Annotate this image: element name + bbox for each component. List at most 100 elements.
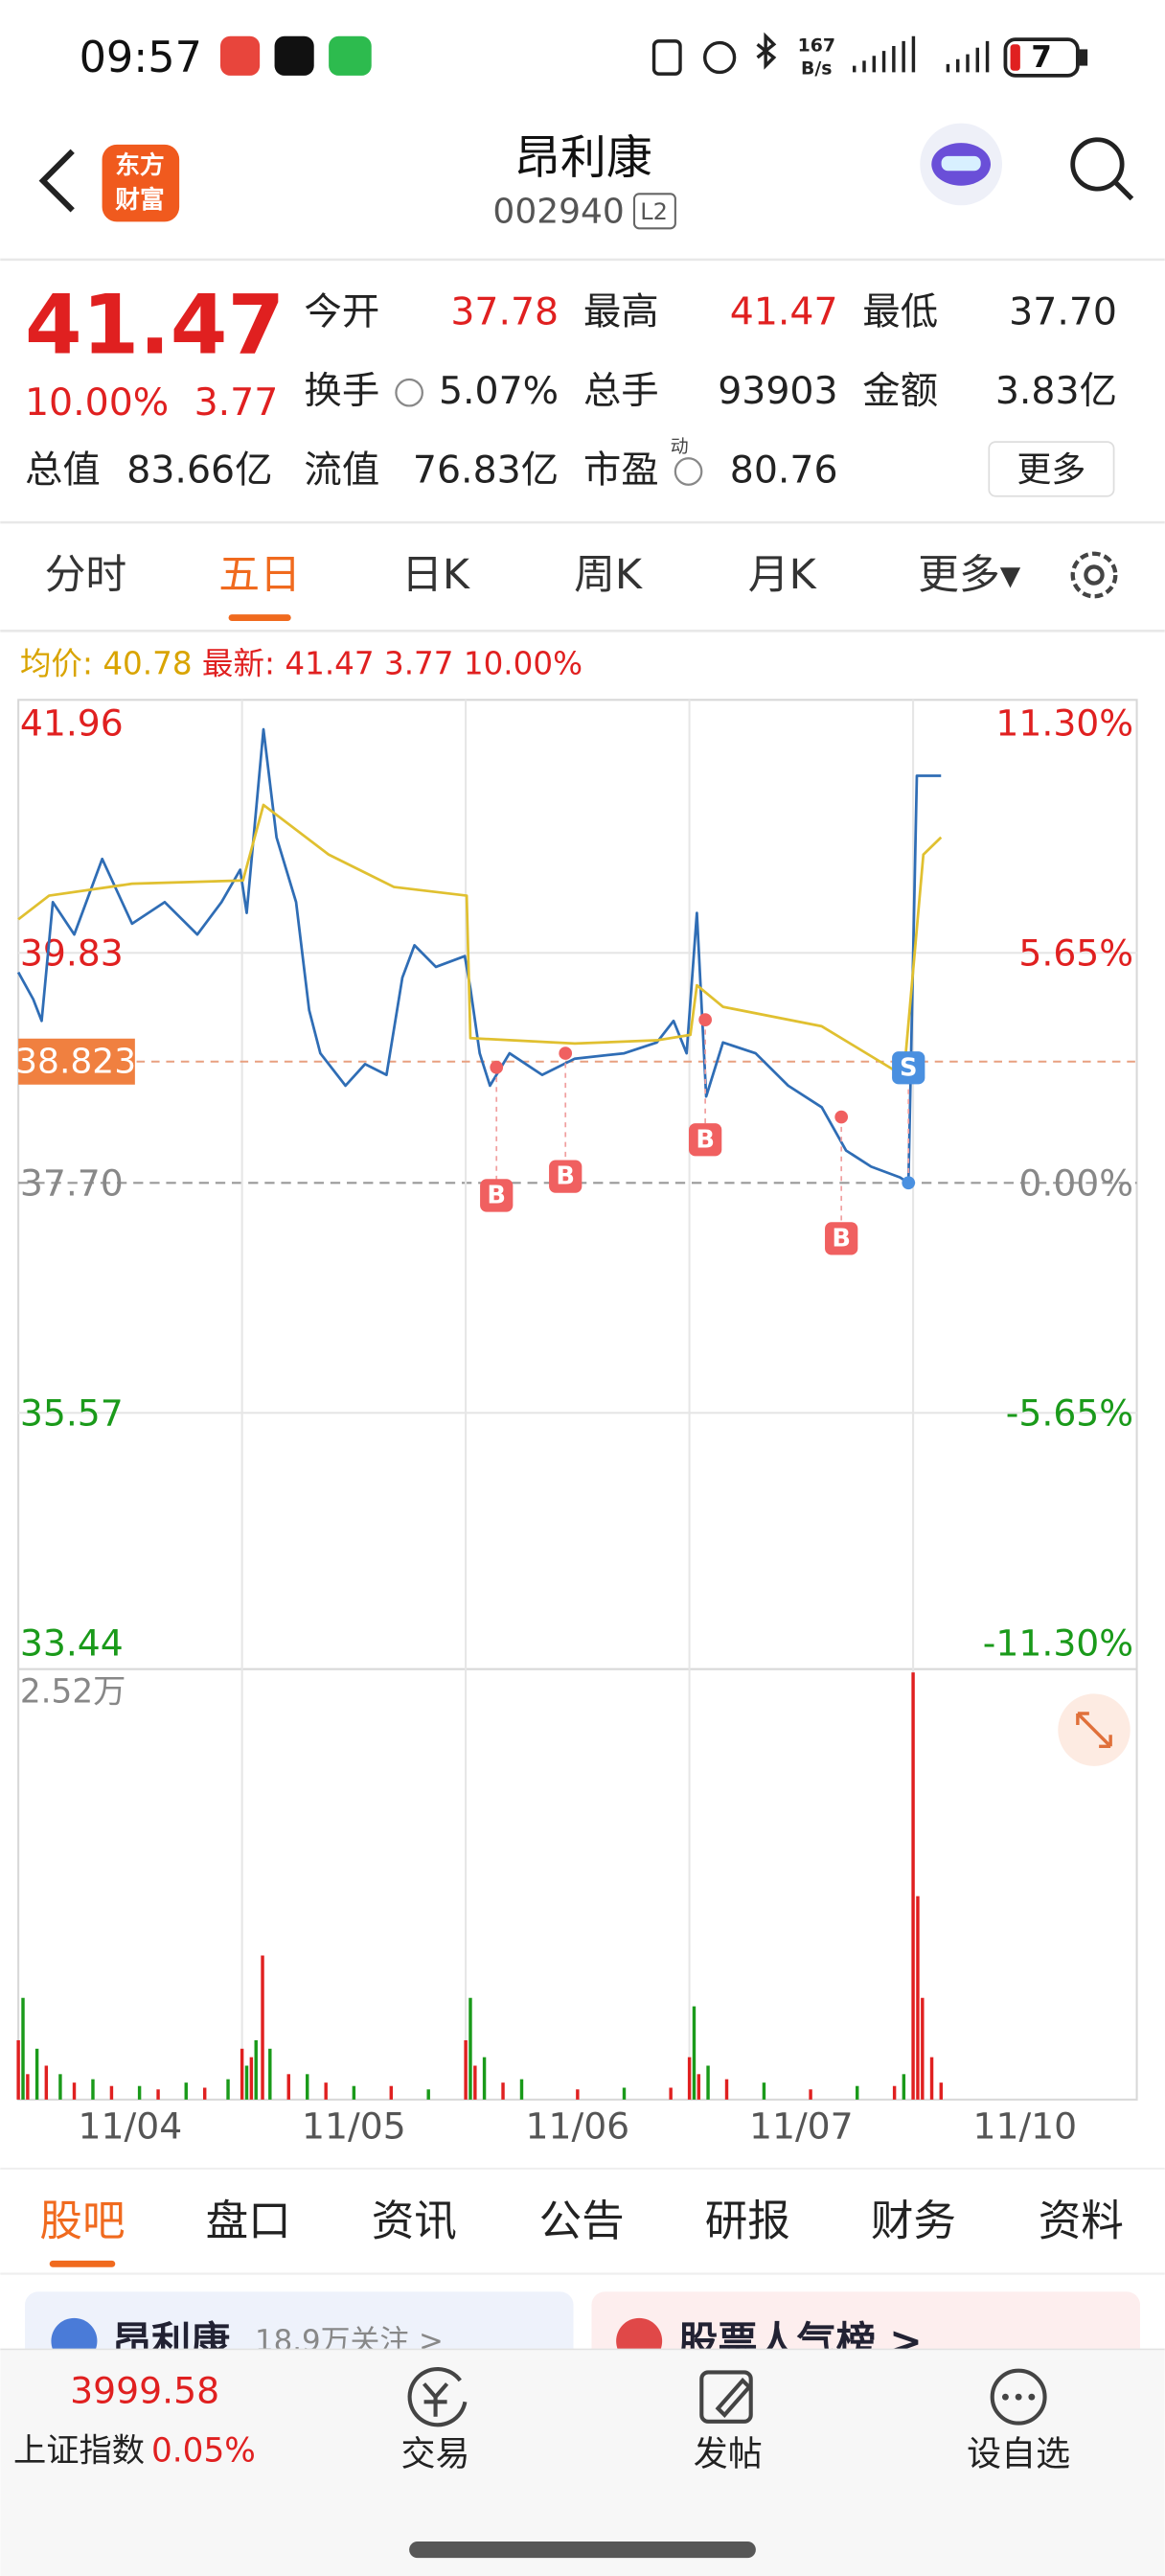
volume-bar: [911, 1672, 915, 2100]
volume-tick-label: 2.52万: [20, 1673, 126, 1712]
volume-bar: [352, 2085, 356, 2100]
volume-bar: [473, 2065, 477, 2100]
logo-text: 财富: [115, 185, 164, 215]
bottom-action[interactable]: 设自选: [967, 2435, 1070, 2474]
post-icon: [699, 2370, 753, 2424]
volume-bar: [762, 2082, 766, 2100]
period-tab[interactable]: 月K: [748, 551, 817, 599]
app-logo: [102, 144, 180, 222]
info-tab[interactable]: 公告: [539, 2196, 625, 2246]
period-tab[interactable]: 周K: [574, 551, 643, 599]
logo-text: 东方: [115, 150, 164, 180]
net-unit: B/s: [801, 59, 832, 80]
volume-bar: [892, 2085, 897, 2100]
more-button[interactable]: [988, 441, 1115, 497]
app-icon: [329, 35, 372, 76]
volume-bar: [249, 2057, 254, 2100]
trade-point: [559, 1046, 573, 1060]
index-value: 3999.58: [70, 2369, 219, 2411]
post-icon-pen: [715, 2377, 752, 2419]
volume-bar: [519, 2079, 524, 2100]
quote-label: 今开: [304, 290, 379, 334]
trade-badge: [549, 1160, 582, 1193]
info-tab[interactable]: 研报: [705, 2196, 790, 2246]
quote-value: 80.76: [730, 448, 838, 492]
volume-bar: [939, 2082, 943, 2100]
period-tab[interactable]: 分时: [45, 551, 127, 599]
y-tick-label: 33.44: [20, 1622, 124, 1664]
trade-label: B: [832, 1224, 851, 1253]
volume-bar: [91, 2079, 95, 2100]
quote-label: 总手: [583, 369, 659, 413]
info-tab[interactable]: 资讯: [372, 2196, 457, 2246]
quote-label: 最高: [583, 290, 659, 334]
info-tab[interactable]: 股吧: [39, 2196, 125, 2246]
volume-bar: [501, 2082, 505, 2100]
info-tab[interactable]: 资料: [1039, 2196, 1124, 2246]
volume-bar: [203, 2087, 207, 2100]
legend-value: 3.77: [384, 646, 454, 682]
period-tab[interactable]: 五日: [218, 551, 301, 599]
y2-tick-label: -11.30%: [983, 1622, 1133, 1664]
legend-label: 均价:: [20, 646, 93, 682]
quote-value: 37.78: [450, 290, 559, 334]
volume-bar: [687, 2057, 692, 2100]
settings-icon[interactable]: [1070, 551, 1118, 599]
back-button[interactable]: [38, 149, 75, 213]
bottom-action[interactable]: 发帖: [694, 2435, 763, 2474]
battery-level: [1010, 44, 1020, 71]
period-tab[interactable]: 日K: [401, 551, 470, 599]
price: 41.47: [25, 277, 285, 373]
volume-bar: [809, 2089, 812, 2100]
quote-value: 76.83亿: [413, 448, 559, 492]
volume-bar: [137, 2085, 142, 2100]
status-icons: [651, 32, 1088, 78]
y2-tick-label: 0.00%: [1018, 1162, 1133, 1204]
trade-badge: [825, 1222, 858, 1255]
volume-bar: [706, 2065, 710, 2100]
alarm-icon: [703, 40, 737, 75]
trade-point: [834, 1110, 849, 1124]
volume-bar: [72, 2082, 77, 2100]
volume-bar: [34, 2048, 39, 2100]
bluetooth-icon: [756, 32, 777, 70]
tab-underline: [49, 2260, 116, 2267]
volume-bar: [254, 2039, 258, 2100]
quote-value: 41.47: [730, 290, 838, 334]
reference-label: 38.823: [15, 1042, 136, 1081]
info-tab[interactable]: 盘口: [206, 2196, 291, 2246]
nfc-icon: [651, 39, 682, 76]
volume-bar: [929, 2057, 934, 2100]
net-speed: 167: [798, 36, 835, 57]
volume-bar: [724, 2079, 729, 2100]
battery-icon: [1003, 37, 1080, 78]
period-tab[interactable]: 更多▾: [918, 551, 1021, 599]
info-tab[interactable]: 财务: [871, 2196, 956, 2246]
bottom-action[interactable]: 交易: [401, 2435, 470, 2474]
dot: [1028, 2393, 1036, 2401]
legend-label: 最新:: [202, 646, 275, 682]
dot: [1002, 2393, 1009, 2401]
index-name: 上证指数: [13, 2432, 145, 2471]
search-icon[interactable]: [1070, 137, 1125, 192]
quote-label: 市盈: [583, 448, 659, 492]
quote-label: 总值: [25, 448, 101, 492]
volume-bar: [268, 2048, 272, 2100]
trade-badge: [480, 1179, 514, 1212]
level-badge-text: L2: [640, 198, 668, 225]
volume-bar: [324, 2082, 328, 2100]
volume-bar: [58, 2074, 62, 2100]
trade-point: [490, 1060, 504, 1074]
tab-underline: [228, 614, 291, 621]
quote-value: 83.66亿: [126, 448, 272, 492]
quote-label: 换手: [304, 369, 379, 413]
home-indicator: [409, 2542, 756, 2559]
more-button-text: 更多: [1017, 450, 1085, 490]
signal-icon: [946, 40, 990, 73]
quote-value: 5.07%: [439, 369, 559, 413]
trade-label: B: [556, 1162, 575, 1191]
volume-bar: [16, 2039, 20, 2100]
y-tick-label: 39.83: [20, 932, 124, 974]
